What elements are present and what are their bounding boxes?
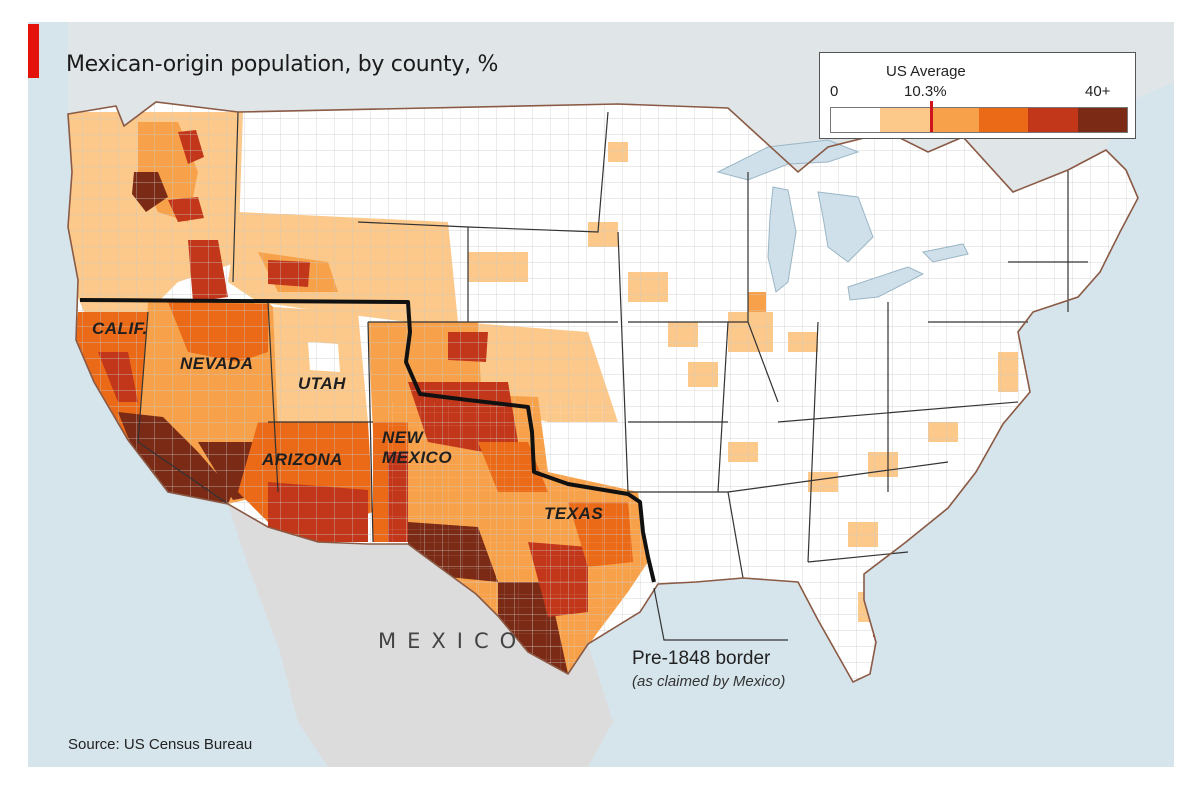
border-annotation-title: Pre-1848 border [632, 648, 771, 669]
lake-ontario [921, 243, 969, 263]
map-frame: Mexican-origin population, by county, % … [28, 22, 1174, 767]
legend-bin-1 [880, 108, 930, 132]
pre-1848-border-line [79, 298, 656, 583]
map-title: Mexican-origin population, by county, % [66, 52, 499, 77]
legend: US Average 0 10.3% 40+ [819, 52, 1136, 139]
legend-bin-0 [831, 108, 881, 132]
state-label-texas: TEXAS [544, 504, 604, 523]
legend-average-value: 10.3% [904, 83, 947, 100]
choropleth-map [67, 22, 1174, 767]
lake-michigan [767, 186, 797, 293]
state-label-new-mexico: NEW MEXICO [382, 428, 453, 467]
lake-erie [847, 266, 925, 301]
lake-huron [817, 191, 874, 263]
source-note: Source: US Census Bureau [68, 736, 253, 753]
border-annotation-subtitle: (as claimed by Mexico) [632, 673, 786, 690]
mexico-label: MEXICO [378, 629, 528, 653]
legend-bin-3 [978, 108, 1029, 132]
baja-peninsula [264, 542, 350, 732]
legend-min-label: 0 [830, 83, 839, 100]
lake-superior [716, 139, 860, 181]
legend-bin-2 [929, 108, 979, 132]
state-borders [137, 111, 1088, 579]
legend-bin-5 [1077, 108, 1127, 132]
state-label-arizona: ARIZONA [262, 450, 343, 469]
border-annotation-leader [653, 587, 788, 641]
us-outline [67, 101, 1139, 684]
legend-bin-4 [1028, 108, 1078, 132]
state-label-calif: CALIF. [92, 319, 148, 338]
legend-average-marker [930, 101, 933, 132]
state-label-utah: UTAH [298, 374, 346, 393]
state-label-nevada: NEVADA [180, 354, 254, 373]
title-accent-bar [28, 24, 39, 78]
legend-average-label: US Average [886, 63, 966, 80]
legend-max-label: 40+ [1085, 83, 1111, 100]
legend-color-scale [830, 107, 1128, 133]
